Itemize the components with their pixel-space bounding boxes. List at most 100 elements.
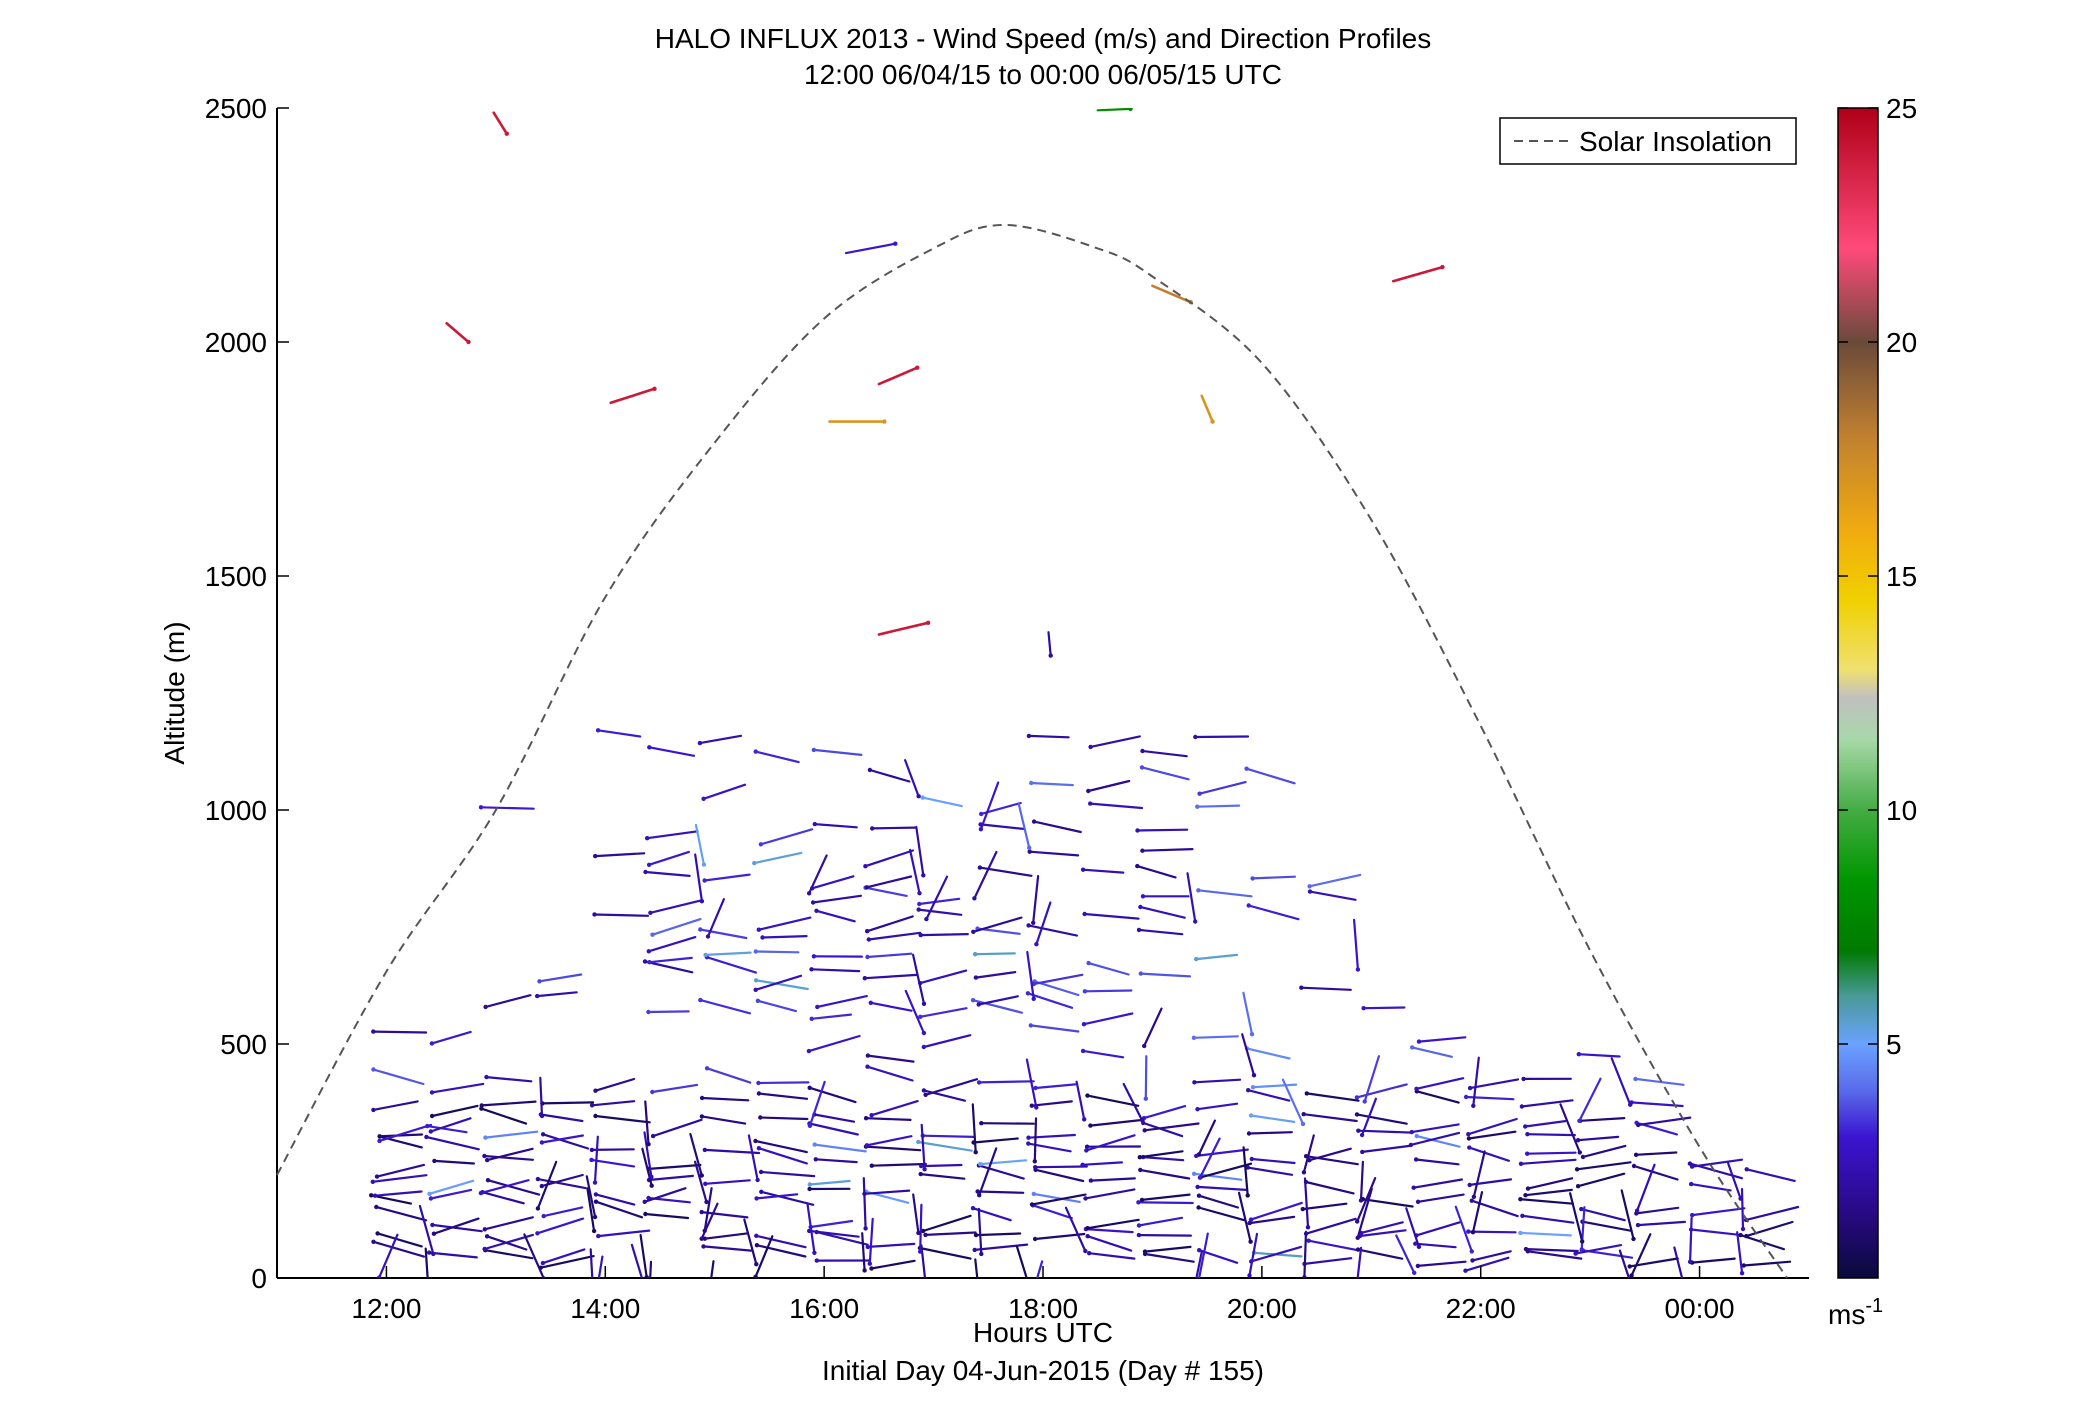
wind-barb-tip [377,1134,382,1139]
wind-barb-tip [1088,1178,1094,1183]
wind-barb [1467,1130,1517,1140]
wind-barb-tip [1251,1073,1257,1078]
wind-barb-tip [1577,1150,1583,1155]
wind-barb-tip [432,1158,437,1164]
wind-barb [866,1054,915,1063]
wind-barb [1359,1160,1365,1202]
wind-barb-tip [866,937,871,942]
wind-barb [536,1217,585,1235]
wind-barb-tip [1140,894,1146,899]
wind-barb-tip [1026,1141,1031,1146]
wind-barb [1245,1047,1291,1060]
wind-barb-tip [920,1228,926,1234]
wind-barb [971,1103,977,1154]
wind-barb [1075,1080,1086,1121]
wind-barb [1089,735,1141,749]
wind-barb [815,1230,869,1246]
wind-barb-tip [1140,748,1145,754]
chart-subtitle: 12:00 06/04/15 to 00:00 06/05/15 UTC [804,59,1282,90]
wind-barb [1620,1189,1635,1241]
wind-barb-tip [753,749,758,754]
wind-barb-tip [1139,1197,1145,1203]
wind-barb-tip [915,365,920,370]
wind-barb [976,1190,1025,1194]
wind-barb [863,1189,911,1195]
wind-barb-tip [1029,1202,1035,1207]
wind-barb [1017,802,1031,849]
wind-barb [877,621,930,636]
wind-barb-tip [921,1044,926,1050]
wind-barb [1032,820,1082,834]
wind-barb-tip [697,740,703,746]
wind-barb-tip [973,1232,979,1238]
wind-barb [375,1205,428,1222]
wind-barb [1360,1097,1378,1137]
wind-barb [871,826,917,830]
wind-barb [844,242,897,255]
wind-barb-tip [753,978,759,983]
wind-barb-tip [1084,1144,1090,1149]
wind-barb-tip [431,1231,437,1236]
wind-barb [1521,1214,1575,1224]
wind-barb [536,1177,587,1190]
wind-barb [372,1030,428,1034]
wind-barb [644,1100,650,1146]
wind-barb-tip [1027,845,1032,850]
wind-barb [972,1137,1019,1144]
wind-barb-tip [1194,956,1199,962]
wind-barb-tip [810,900,816,905]
wind-barb [1526,1177,1574,1190]
wind-barb-tip [1463,1268,1468,1273]
wind-barb [1025,1058,1038,1109]
wind-barb-tip [812,821,817,827]
wind-barb [759,1116,809,1121]
wind-barb [917,908,963,916]
wind-barb [1415,1134,1461,1148]
wind-barb [1303,1177,1310,1229]
wind-barb-tip [589,1157,594,1163]
wind-barb-tip [917,891,922,896]
wind-barb [647,850,691,866]
y-tick-label: 2500 [205,93,267,124]
wind-barb-tip [806,1048,812,1054]
wind-barb [1300,986,1352,991]
wind-barb-tip [869,1266,874,1271]
wind-barb-tip [807,1085,812,1091]
wind-barb-tip [973,975,979,980]
wind-barb [1468,1078,1520,1090]
wind-barb [870,1162,928,1167]
wind-barb-tip [1356,1128,1361,1133]
wind-barb [1690,1257,1736,1264]
wind-barb-tip [754,1196,759,1201]
wind-barb [1576,1172,1626,1188]
wind-barb [1143,1245,1192,1253]
wind-barb-tip [1470,1230,1476,1235]
wind-barb-tip [755,998,761,1003]
wind-barb-tip [1523,1124,1528,1129]
wind-barb [808,1122,859,1136]
wind-barb [1027,734,1070,739]
wind-barb [1064,1206,1087,1253]
wind-barb-tip [754,1243,760,1248]
wind-barb [1301,1202,1348,1211]
wind-barb-tip [758,1169,764,1175]
wind-barb [1576,1135,1620,1142]
wind-barb [1197,889,1253,898]
wind-barb-tip [1029,780,1034,786]
wind-barb-tip [1738,1196,1743,1201]
wind-barb-tip [1463,1094,1469,1100]
wind-barb [1356,1248,1404,1260]
wind-barb-tip [592,1180,598,1185]
wind-barb [480,1100,537,1107]
wind-barb-tip [1027,849,1032,854]
wind-barb [1634,1077,1685,1086]
wind-barb [979,781,1000,831]
wind-barb [1357,1129,1414,1134]
wind-barb [643,1187,687,1203]
wind-barb-tip [1086,788,1091,794]
wind-barb-tip [1518,1161,1524,1167]
legend: Solar Insolation [1499,117,1797,165]
wind-barb [1304,1155,1359,1166]
wind-barb-tip [650,1133,656,1139]
